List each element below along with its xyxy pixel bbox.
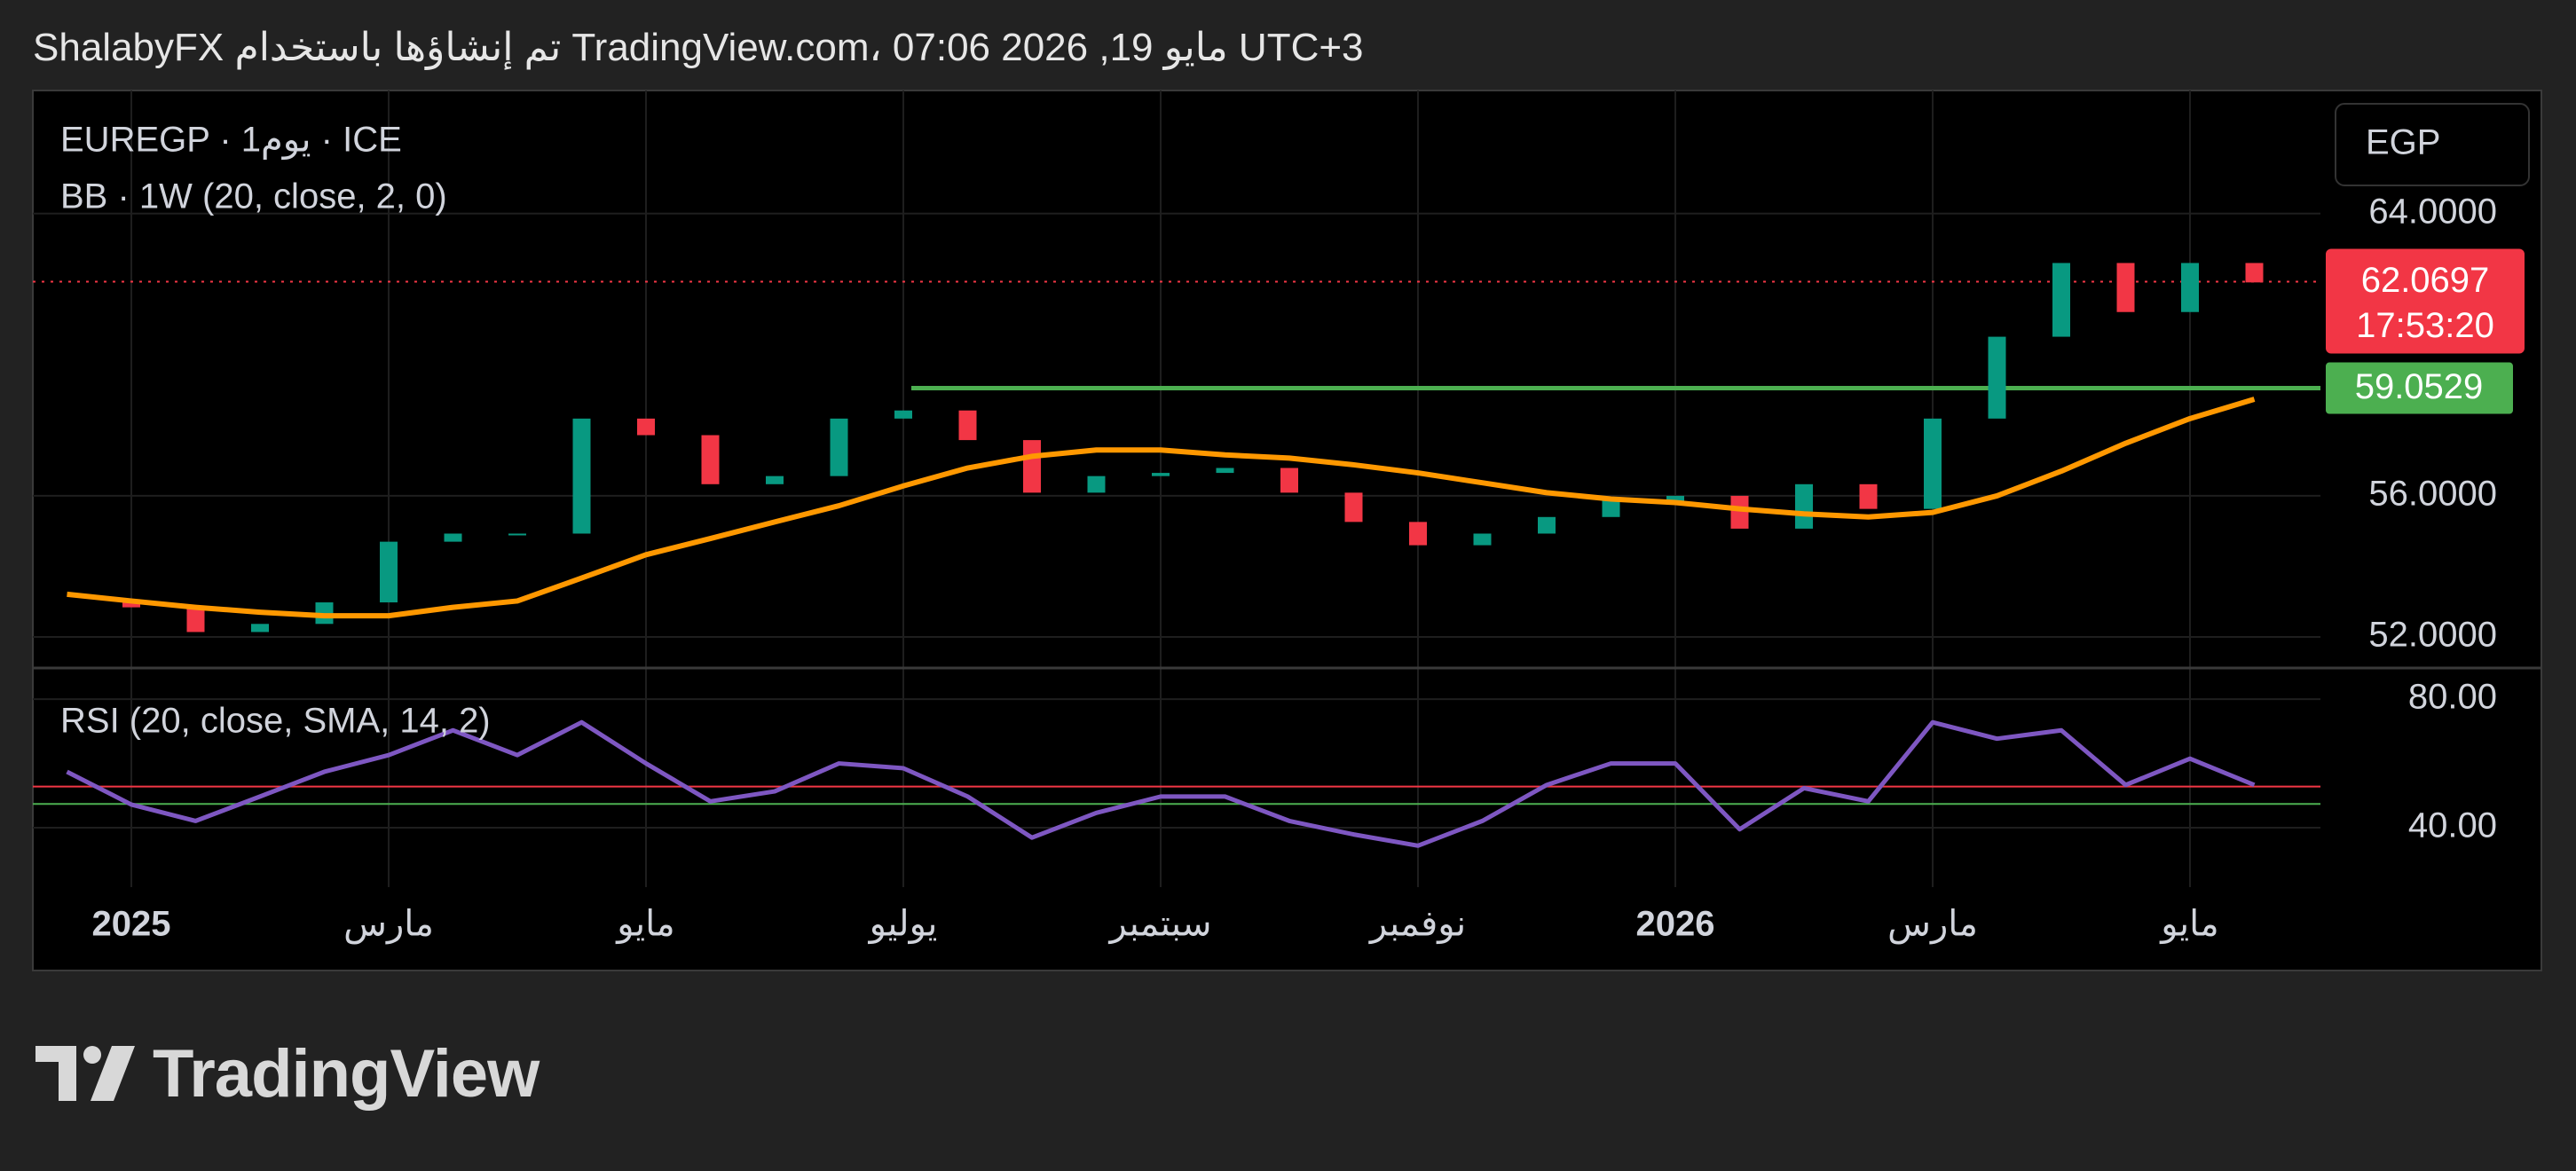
candle	[1280, 468, 1298, 493]
chart: 2025 مارس مايو يوليو سبتمبر نوفمبر 2026 مارس ماي…	[32, 90, 2542, 971]
candle	[2116, 263, 2135, 312]
currency-button[interactable]	[2335, 103, 2530, 186]
logo-icon	[35, 1046, 135, 1101]
candle	[444, 533, 462, 542]
candle	[1859, 483, 1878, 509]
candle	[1409, 522, 1427, 546]
x-tick-label: مارس	[1887, 905, 1978, 945]
candle	[1988, 336, 2006, 419]
x-tick-label: نوفمبر	[1368, 905, 1466, 945]
price-label: 59.0529	[2355, 367, 2484, 406]
price-label-box	[2326, 362, 2513, 414]
candle	[766, 475, 784, 484]
series-line	[67, 397, 2256, 619]
x-tick-label: 2025	[92, 905, 171, 944]
candle	[2052, 263, 2070, 337]
countdown-label: 17:53:20	[2356, 306, 2494, 345]
candle	[1730, 495, 1749, 529]
x-tick-label: سبتمبر	[1108, 905, 1212, 945]
candle	[1152, 473, 1170, 476]
series-line	[66, 719, 2256, 848]
logo-text: TradingView	[153, 1035, 540, 1112]
x-tick-label: مايو	[615, 905, 674, 945]
candle	[2181, 263, 2199, 312]
y-tick-label: 64.0000	[2368, 192, 2497, 231]
y-tick-label: 40.00	[2408, 806, 2497, 845]
x-tick-label: 2026	[1636, 905, 1715, 944]
price-label: 62.0697	[2361, 261, 2490, 300]
candle	[1924, 418, 1942, 509]
candle	[1087, 475, 1106, 493]
chart-background	[32, 90, 2542, 971]
candle	[637, 418, 655, 436]
candle	[1473, 533, 1492, 546]
y-tick-label: 56.0000	[2368, 474, 2497, 513]
legend-text: BB · 1W (20, close, 2, 0)	[60, 177, 447, 216]
candle	[1666, 495, 1684, 501]
candle	[894, 410, 912, 419]
candle	[380, 541, 398, 603]
x-tick-label: يوليو	[868, 905, 938, 945]
candle	[1602, 500, 1620, 517]
candle	[958, 410, 977, 441]
candle	[572, 418, 591, 534]
candle	[1023, 440, 1041, 493]
candle	[1795, 483, 1813, 529]
y-tick-label: 52.0000	[2368, 616, 2497, 655]
candle	[2245, 263, 2264, 283]
candle	[1344, 492, 1363, 523]
attribution: ShalabyFX تم إنشاؤها باستخدام TradingVie…	[33, 26, 1364, 69]
x-tick-label: مارس	[343, 905, 434, 945]
legend-text: EUREGP · 1يوم · ICE	[60, 121, 402, 161]
candle	[1538, 516, 1556, 534]
candle	[508, 533, 526, 536]
candle	[251, 624, 269, 633]
candle	[701, 435, 720, 484]
indicator-title: RSI (20, close, SMA, 14, 2)	[60, 702, 491, 741]
y-tick-label: 80.00	[2408, 678, 2497, 717]
candle	[830, 418, 848, 476]
currency-button-label[interactable]: EGP	[2366, 123, 2440, 162]
candle	[1216, 468, 1234, 474]
price-label-box	[2326, 248, 2525, 354]
candle	[186, 607, 205, 633]
x-tick-label: مايو	[2159, 905, 2218, 945]
tradingview-logo: TradingView	[35, 1033, 540, 1113]
